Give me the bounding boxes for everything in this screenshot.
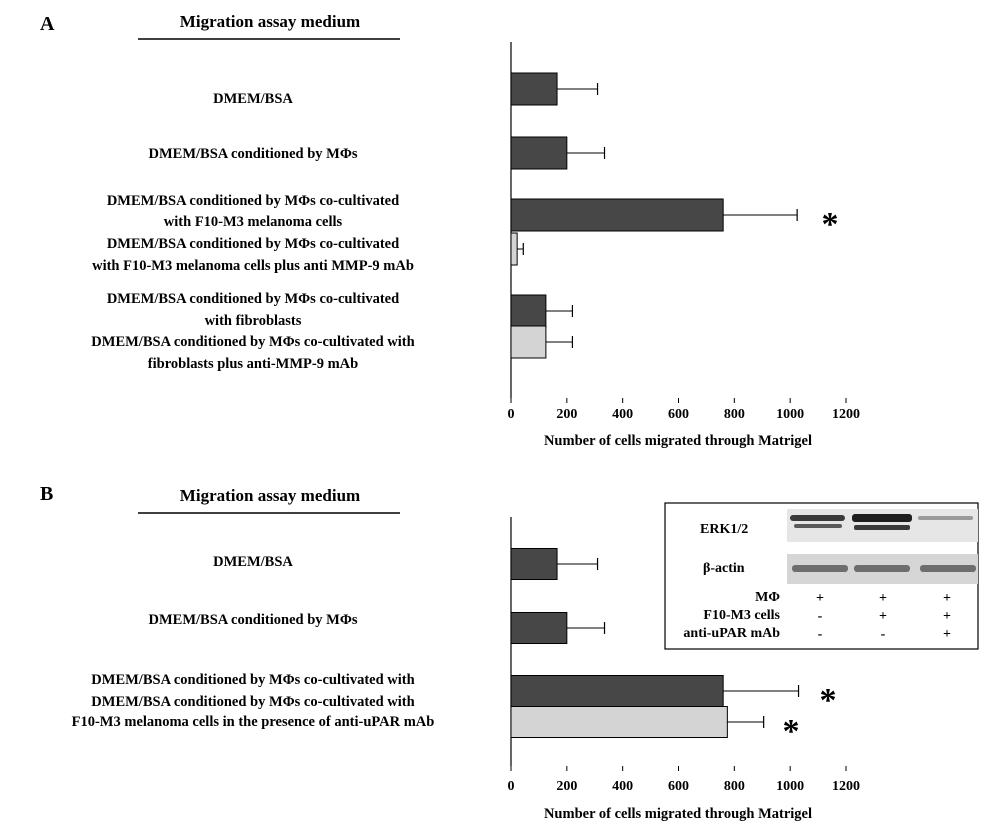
bar	[510, 136, 568, 170]
category-label: DMEM/BSA	[213, 91, 293, 107]
erk-band	[918, 516, 973, 520]
category-label: F10-M3 melanoma cells in the presence of…	[72, 714, 435, 730]
bar	[510, 548, 558, 580]
erk-band	[790, 515, 845, 521]
panel-a: A Migration assay medium 0 200 400 600 800 1000…	[40, 12, 860, 449]
x-tick-label: 0	[508, 779, 515, 794]
x-tick-label: 800	[724, 407, 745, 422]
treatment-mark: +	[943, 591, 951, 606]
actin-band	[854, 565, 910, 572]
x-tick-label: 1000	[776, 407, 804, 422]
x-axis-label: Number of cells migrated through Matrige…	[544, 806, 812, 822]
bar	[510, 294, 547, 328]
x-tick-label: 1200	[832, 779, 860, 794]
x-tick-label: 200	[556, 407, 577, 422]
category-label: with fibroblasts	[205, 313, 302, 329]
significance-marker: *	[820, 682, 837, 719]
treatment-label: MΦ	[755, 590, 780, 605]
category-label: DMEM/BSA	[213, 554, 293, 570]
x-tick-label: 0	[508, 407, 515, 422]
bar	[510, 72, 558, 106]
x-tick-label: 800	[724, 779, 745, 794]
x-tick-label: 400	[612, 779, 633, 794]
category-label: DMEM/BSA conditioned by MΦs	[148, 146, 357, 162]
category-label: DMEM/BSA conditioned by MΦs co-cultivate…	[107, 193, 399, 209]
x-tick-label: 1200	[832, 407, 860, 422]
blot-label-erk: ERK1/2	[700, 522, 748, 537]
treatment-mark: -	[818, 627, 823, 642]
actin-band	[920, 565, 976, 572]
category-label: DMEM/BSA conditioned by MΦs co-cultivate…	[107, 236, 399, 252]
panel-a-heading: Migration assay medium	[180, 12, 360, 31]
treatment-mark: -	[818, 609, 823, 624]
category-label: DMEM/BSA conditioned by MΦs co-cultivate…	[107, 291, 399, 307]
panel-b: B Migration assay medium 0 200 400 600 800 1000…	[40, 0, 860, 822]
significance-marker: *	[783, 713, 800, 750]
treatment-label: anti-uPAR mAb	[683, 626, 780, 641]
panel-letter-b: B	[40, 483, 53, 505]
blot-label-actin: β-actin	[703, 561, 745, 576]
treatment-label: F10-M3 cells	[703, 608, 780, 623]
western-blot-inset: ERK1/2 β-actin MΦ + + + F10-M3 cells - + + anti-uP…	[664, 502, 979, 650]
bar	[510, 232, 518, 266]
category-label: DMEM/BSA conditioned by MΦs co-cultivate…	[91, 672, 414, 688]
erk-band	[794, 524, 842, 528]
category-label: with F10-M3 melanoma cells	[164, 214, 343, 230]
x-tick-label: 200	[556, 779, 577, 794]
treatment-mark: +	[943, 627, 951, 642]
bar	[510, 198, 724, 232]
bar	[510, 675, 724, 707]
treatment-mark: +	[943, 609, 951, 624]
x-tick-label: 1000	[776, 779, 804, 794]
erk-band	[854, 525, 910, 530]
treatment-mark: -	[881, 627, 886, 642]
treatment-mark: +	[879, 591, 887, 606]
significance-marker: *	[822, 206, 839, 243]
category-label: DMEM/BSA conditioned by MΦs co-cultivate…	[91, 694, 414, 710]
actin-band	[792, 565, 848, 572]
x-tick-label: 400	[612, 407, 633, 422]
x-tick-label: 600	[668, 407, 689, 422]
category-label: DMEM/BSA conditioned by MΦs	[148, 612, 357, 628]
treatment-mark: +	[816, 591, 824, 606]
bar	[510, 612, 568, 644]
x-axis-label: Number of cells migrated through Matrige…	[544, 433, 812, 449]
bar	[510, 325, 547, 359]
category-label: fibroblasts plus anti-MMP-9 mAb	[148, 356, 358, 372]
treatment-mark: +	[879, 609, 887, 624]
category-label: F10-M3 melanoma cells	[179, 0, 327, 4]
category-label: with F10-M3 melanoma cells plus anti MMP…	[92, 258, 414, 274]
panel-letter-a: A	[40, 13, 55, 35]
x-tick-label: 600	[668, 779, 689, 794]
bar	[510, 706, 728, 738]
category-label: DMEM/BSA conditioned by MΦs co-cultivate…	[91, 334, 414, 350]
erk-band	[852, 514, 912, 522]
panel-b-heading: Migration assay medium	[180, 486, 360, 505]
